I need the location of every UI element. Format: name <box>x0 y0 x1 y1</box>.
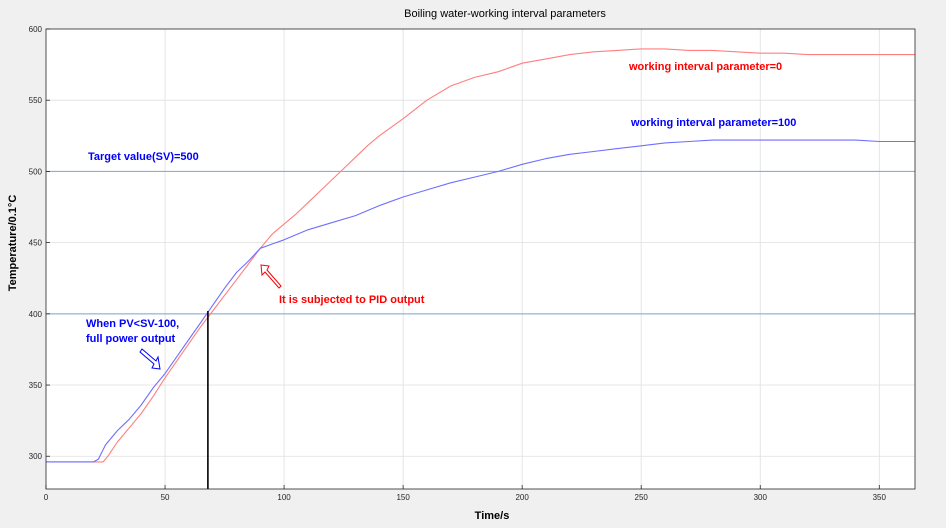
full-power-annotation-line1: When PV<SV-100, <box>86 318 179 330</box>
series-line-param-100 <box>46 139 915 463</box>
x-tick-label: 250 <box>635 493 649 502</box>
pid-arrow-icon <box>260 264 282 289</box>
reference-lines <box>46 170 915 315</box>
y-tick-label: 400 <box>29 310 43 319</box>
x-tick-label: 300 <box>754 493 768 502</box>
x-tick-label: 150 <box>396 493 410 502</box>
chart-title: Boiling water-working interval parameter… <box>404 8 606 20</box>
y-tick-label: 450 <box>29 239 43 248</box>
y-tick-label: 500 <box>29 167 43 176</box>
x-tick-label: 100 <box>277 493 291 502</box>
x-tick-label: 50 <box>161 493 170 502</box>
target-value-annotation: Target value(SV)=500 <box>88 151 199 163</box>
y-tick-label: 600 <box>29 25 43 34</box>
x-tick-label: 350 <box>873 493 887 502</box>
full-power-arrow-icon <box>139 348 161 370</box>
y-tick-label: 550 <box>29 96 43 105</box>
full-power-annotation-line2: full power output <box>86 333 176 345</box>
legend-label-param-0: working interval parameter=0 <box>628 61 782 73</box>
legend-label-param-100: working interval parameter=100 <box>630 117 796 129</box>
ticks: 0 50 100 150 200 250 300 350 300 350 400 450 500 550 6… <box>29 25 887 502</box>
x-axis-label: Time/s <box>475 510 510 522</box>
y-tick-label: 300 <box>29 452 43 461</box>
pid-output-annotation: It is subjected to PID output <box>279 294 425 306</box>
plot-area <box>46 29 915 489</box>
y-axis-label: Temperature/0.1°C <box>7 195 19 292</box>
x-tick-label: 0 <box>44 493 49 502</box>
plot-frame <box>45 28 916 490</box>
x-tick-label: 200 <box>515 493 529 502</box>
series-line-param-0 <box>46 48 915 463</box>
y-tick-label: 350 <box>29 381 43 390</box>
series-group <box>46 48 915 463</box>
